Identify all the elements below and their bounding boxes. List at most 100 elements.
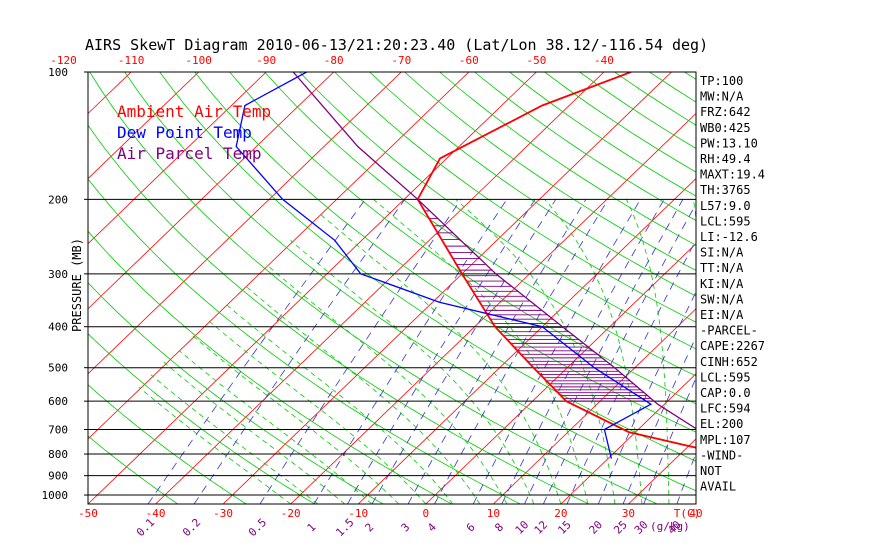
dry-adiabat-line (88, 230, 452, 504)
dry-adiabat-line (229, 72, 696, 405)
index-entry: RH:49.4 (700, 152, 751, 166)
index-entry: TH:3765 (700, 183, 751, 197)
moist-adiabat-line (455, 199, 616, 504)
index-entry: -WIND- (700, 448, 743, 462)
index-entry: NOT (700, 464, 722, 478)
mixing-ratio-line (193, 199, 406, 504)
legend-ambient-air-temp: Ambient Air Temp (117, 102, 271, 121)
bottom-temp-tick-label: 30 (622, 507, 635, 520)
mixing-ratio-label: 25 (611, 518, 630, 537)
isotherm-line (831, 72, 870, 504)
dew-point-temp-line (235, 72, 653, 459)
top-temp-tick-label: -100 (185, 54, 212, 67)
mixing-ratio-label: 0.2 (180, 516, 203, 539)
index-entry: MAXT:19.4 (700, 168, 765, 182)
index-entry: TT:N/A (700, 261, 744, 275)
pressure-tick-label: 500 (48, 362, 68, 375)
dry-adiabat-line (755, 72, 870, 504)
dry-adiabat-line (124, 72, 696, 492)
isotherm-line (222, 72, 672, 504)
dry-adiabat-line (299, 72, 696, 350)
index-entry: LFC:594 (700, 402, 751, 416)
dry-adiabat-line (790, 72, 870, 504)
bottom-temp-tick-label: -20 (281, 507, 301, 520)
plot-frame (87, 71, 697, 505)
mixing-ratio-line (524, 199, 684, 504)
mixing-ratio-label: 12 (532, 518, 551, 537)
legend-air-parcel-temp: Air Parcel Temp (117, 144, 262, 163)
mixing-ratio-line (347, 199, 536, 504)
legend: Ambient Air Temp Dew Point Temp Air Parc… (117, 102, 271, 163)
mixing-ratio-label: 15 (555, 518, 574, 537)
mixing-ratio-label: 10 (513, 518, 532, 537)
y-axis-label: PRESSURE (MB) (70, 238, 84, 332)
isotherm-line (290, 112, 696, 504)
isotherm-line (764, 72, 870, 504)
isotherm-line (88, 72, 470, 440)
bottom-temp-tick-label: 20 (554, 507, 567, 520)
top-temp-tick-label: -60 (459, 54, 479, 67)
mixing-ratio-line (147, 199, 366, 504)
mixing-ratio-line (643, 377, 696, 504)
mixing-ratio-unit-label: (g/kg) (650, 520, 690, 533)
pressure-tick-label: 400 (48, 321, 68, 334)
index-entry: FRZ:642 (700, 105, 751, 119)
mixing-ratio-label: 2 (363, 521, 377, 535)
mixing-ratio-line (313, 199, 508, 504)
index-entry: PW:13.10 (700, 136, 758, 150)
bottom-temp-tick-label: -30 (213, 507, 233, 520)
ambient-air-temp-line (416, 72, 696, 449)
isotherm-line (0, 72, 64, 504)
mixing-ratio-line (472, 199, 641, 504)
moist-adiabat-line (150, 374, 318, 504)
index-entry: CAPE:2267 (700, 339, 765, 353)
mixing-ratio-line (676, 452, 696, 504)
isotherm-line (88, 72, 402, 375)
dry-adiabat-line (88, 124, 589, 504)
isotherm-line (88, 72, 537, 504)
index-entry: LCL:595 (700, 370, 751, 384)
index-entry: SI:N/A (700, 246, 744, 260)
dry-adiabat-line (88, 333, 315, 504)
top-temp-tick-label: -120 (50, 54, 77, 67)
top-temp-tick-label: -40 (594, 54, 614, 67)
mixing-ratio-label: 8 (492, 521, 506, 535)
pressure-tick-label: 100 (48, 66, 68, 79)
pressure-tick-label: 800 (48, 448, 68, 461)
index-entry: LI:-12.6 (700, 230, 758, 244)
index-entry: EL:200 (700, 417, 743, 431)
isotherm-line (88, 72, 267, 245)
index-entry: MW:N/A (700, 90, 744, 104)
dry-adiabat-line (264, 72, 696, 377)
mixing-ratio-line (622, 336, 696, 504)
mixing-ratio-label: 3 (399, 521, 413, 535)
bottom-temp-tick-label: -10 (348, 507, 368, 520)
mixing-ratio-label: 1 (305, 521, 319, 535)
index-entry: MPL:107 (700, 433, 751, 447)
isotherm-line (155, 72, 605, 504)
dry-adiabat-line (88, 435, 178, 504)
dry-adiabat-line (88, 384, 247, 504)
air-parcel-temp-line (292, 72, 696, 430)
moist-adiabat-line (163, 361, 345, 504)
moist-adiabat-line (544, 199, 643, 504)
moist-adiabat-line (318, 212, 562, 504)
legend-dew-point-temp: Dew Point Temp (117, 123, 252, 142)
moist-adiabat-line (373, 198, 589, 504)
mixing-ratio-label: 30 (632, 518, 651, 537)
pressure-tick-label: 700 (48, 424, 68, 437)
isotherm-line (88, 72, 335, 310)
moist-adiabat-line (178, 350, 372, 504)
index-entry: EI:N/A (700, 308, 744, 322)
index-entry: L57:9.0 (700, 199, 751, 213)
moist-adiabat-line (266, 264, 508, 504)
bottom-temp-tick-label: 40 (689, 507, 702, 520)
index-entry: WB0:425 (700, 121, 751, 135)
mixing-ratio-line (371, 199, 557, 504)
pressure-tick-label: 1000 (42, 489, 69, 502)
dry-adiabat-line (439, 72, 696, 246)
isotherm-line (88, 72, 132, 115)
top-temp-tick-label: -50 (526, 54, 546, 67)
mixing-ratio-line (543, 203, 696, 504)
